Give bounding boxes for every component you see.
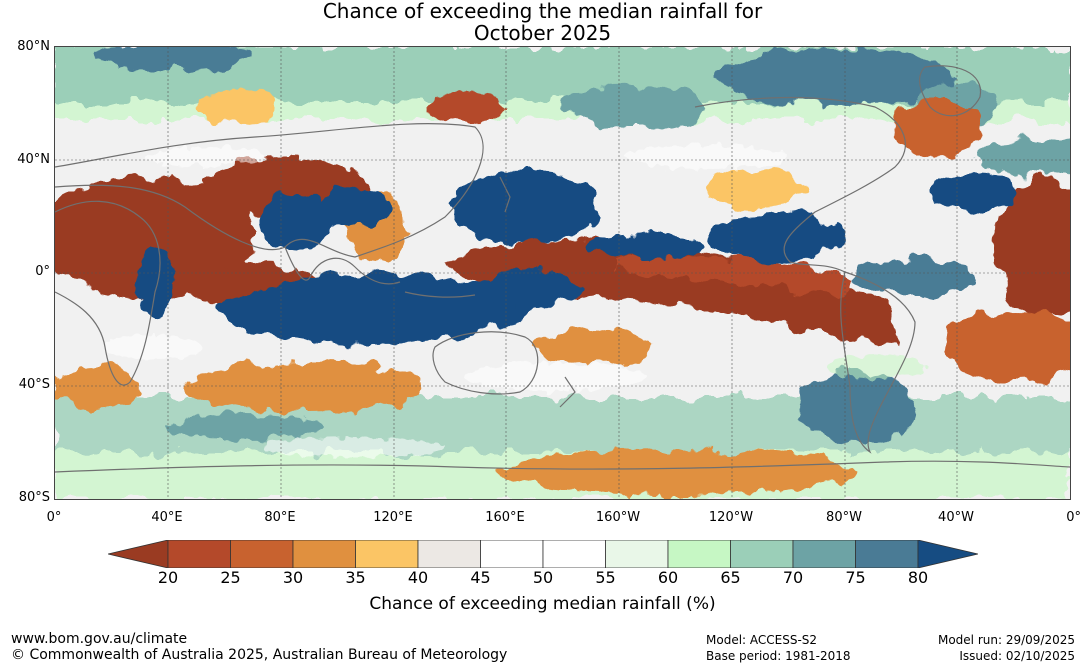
rainfall-map (54, 46, 1071, 500)
lat-label-40n: 40°N (17, 152, 50, 167)
colorbar-tick-label: 30 (282, 568, 304, 587)
colorbar-tick-label: 70 (782, 568, 804, 587)
lon-label-0-left: 0° (46, 510, 62, 525)
colorbar-segment (292, 540, 356, 568)
lon-label-80e: 80°E (264, 510, 296, 525)
lat-label-80s: 80°S (18, 490, 50, 505)
lat-label-80n: 80°N (17, 39, 50, 54)
map-title: Chance of exceeding the median rainfall … (0, 0, 1085, 44)
lon-label-40w: 40°W (938, 510, 974, 525)
title-line-1: Chance of exceeding the median rainfall … (322, 0, 763, 23)
lon-label-120e: 120°E (373, 510, 413, 525)
lon-label-0-right: 0° (1066, 510, 1081, 525)
colorbar-tick-label: 50 (532, 568, 554, 587)
footer-base-period: Base period: 1981-2018 (706, 649, 851, 663)
colorbar-segment (417, 540, 481, 568)
colorbar-tick-label: 80 (907, 568, 929, 587)
colorbar-tick-label: 60 (657, 568, 679, 587)
lon-label-160e: 160°E (485, 510, 525, 525)
colorbar-segment (480, 540, 544, 568)
colorbar-label: Chance of exceeding median rainfall (%) (369, 594, 716, 614)
colorbar-tick-label: 40 (407, 568, 429, 587)
polar-bands (55, 47, 1070, 499)
colorbar (108, 540, 978, 568)
colorbar-tick-label: 75 (845, 568, 866, 587)
lon-label-80w: 80°W (826, 510, 862, 525)
speckle-texture (105, 145, 925, 457)
colorbar-extend-high (917, 540, 978, 568)
footer-model: Model: ACCESS-S2 (706, 633, 818, 647)
colorbar-segment (605, 540, 669, 568)
colorbar-segment (542, 540, 606, 568)
colorbar-tick-label: 65 (720, 568, 741, 587)
title-line-2: October 2025 (473, 21, 612, 45)
colorbar-segment (167, 540, 231, 568)
colorbar-tick-label: 35 (345, 568, 366, 587)
colorbar-segment (355, 540, 419, 568)
footer-issued: Issued: 02/10/2025 (959, 649, 1075, 663)
footer-model-run: Model run: 29/09/2025 (937, 633, 1075, 647)
coastlines (55, 65, 1070, 473)
wet-anomalies (137, 139, 1070, 344)
graticule (55, 47, 1070, 499)
lon-label-160w: 160°W (595, 510, 641, 525)
colorbar-tick-label: 25 (220, 568, 241, 587)
lat-label-0: 0° (35, 264, 50, 279)
footer-copyright: © Commonwealth of Australia 2025, Austra… (11, 647, 508, 663)
colorbar-extend-low (108, 540, 169, 568)
colorbar-segment (730, 540, 794, 568)
lat-label-40s: 40°S (18, 377, 50, 392)
colorbar-segment (230, 540, 294, 568)
footer-url: www.bom.gov.au/climate (11, 631, 188, 647)
colorbar-tick-label: 20 (157, 568, 179, 587)
colorbar-segment (667, 540, 731, 568)
colorbar-segment (855, 540, 919, 568)
lon-label-40e: 40°E (151, 510, 183, 525)
colorbar-tick-label: 55 (595, 568, 616, 587)
dry-anomalies (55, 89, 1070, 494)
colorbar-tick-label: 45 (470, 568, 491, 587)
map-graphic (55, 47, 1070, 499)
lon-label-120w: 120°W (708, 510, 754, 525)
colorbar-segment (792, 540, 856, 568)
